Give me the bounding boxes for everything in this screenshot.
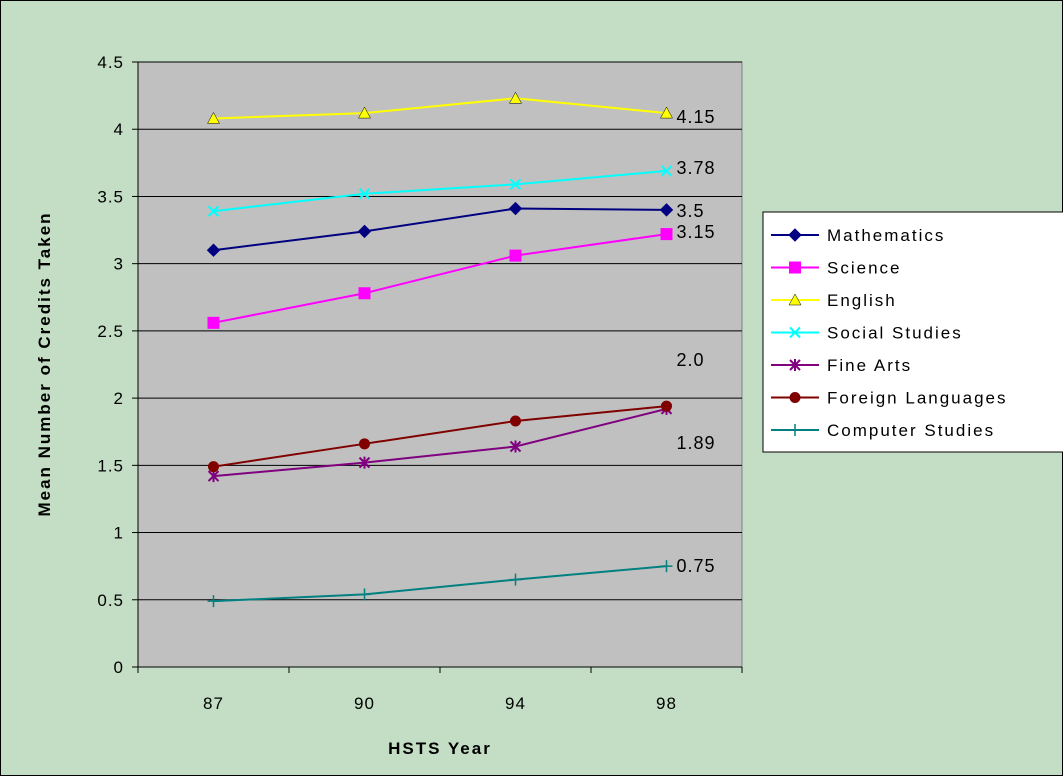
series-line [213,233,667,324]
marker [358,588,371,601]
legend-item: Social Studies [771,324,963,343]
marker [789,261,801,274]
x-axis-title: HSTS Year [388,739,492,758]
legend-item: Science [771,259,901,278]
series-foreign-languages [208,400,672,473]
legend-label: Mathematics [827,226,945,245]
marker [660,560,673,573]
marker [510,415,521,427]
y-axis-title: Mean Number of Credits Taken [35,211,54,516]
marker [509,178,522,191]
legend-item: Mathematics [771,226,945,245]
marker [207,205,220,217]
marker [660,106,673,119]
marker [359,438,370,450]
y-tick-label: 0.5 [97,591,124,610]
marker [788,228,802,242]
legend: Mathematics Science English Social Studies F… [762,211,1063,453]
series-english [207,91,673,124]
marker [660,165,673,177]
data-labels: 3.53.15 4.15 3.78 1.89 2.0 0.75 [677,107,716,576]
y-tick-label: 1.5 [97,456,124,475]
series-line [213,407,667,478]
series-line [213,207,667,252]
marker [207,595,220,608]
marker [358,188,371,200]
axes: 0 0.5 1 1.5 2 2.5 3 3.5 4 4.5 87 90 94 98 [97,53,743,713]
series-line [213,169,667,213]
series-computer-studies [207,560,673,608]
plot-area [137,61,743,668]
y-tick-label: 3 [114,255,124,274]
y-tick-label: 2.5 [97,322,124,341]
data-label: 3.78 [677,158,716,178]
x-tick-label: 90 [354,694,375,713]
marker [789,424,801,436]
marker [358,456,371,469]
data-label: 4.15 [677,107,716,127]
data-label: 2.0 [677,350,705,370]
x-tick-label: 98 [656,694,677,713]
marker [358,106,371,119]
series-lines [206,91,674,608]
marker [509,91,522,104]
y-tick-label: 0 [114,658,124,677]
legend-label: Fine Arts [827,356,912,375]
legend-item: Foreign Languages [771,389,1008,408]
marker [509,249,522,262]
y-tick-label: 2 [114,389,124,408]
marker [789,392,801,403]
series-mathematics [206,201,674,257]
legend-item: Computer Studies [771,421,995,440]
gridlines [138,61,742,601]
legend-item: Fine Arts [771,356,912,375]
legend-label: Science [827,259,901,278]
y-tick-label: 4.5 [97,53,124,72]
series-line [213,405,667,468]
x-tick-label: 94 [505,694,526,713]
legend-item: English [771,291,897,310]
data-label: 0.75 [677,556,716,576]
marker [661,400,672,412]
marker [788,293,802,306]
marker [789,326,801,339]
y-tick-label: 1 [114,524,124,543]
legend-label: Foreign Languages [827,389,1008,408]
y-tick-label: 4 [114,120,124,139]
data-label: 3.15 [677,222,716,242]
marker [357,224,372,239]
series-social-studies [207,165,673,217]
marker [789,359,801,371]
y-tick-label: 3.5 [97,187,124,206]
x-tick-label: 87 [203,694,224,713]
legend-label: Computer Studies [827,421,995,440]
legend-label: Social Studies [827,324,963,343]
marker [208,461,219,473]
marker [207,316,220,329]
marker [206,243,221,257]
marker [509,573,522,586]
marker [509,440,522,453]
series-line [213,97,667,120]
marker [358,287,371,300]
series-science [207,228,673,329]
marker [508,201,523,216]
marker [207,111,220,124]
data-label: 1.89 [677,433,716,453]
data-label: 3.5 [677,201,705,221]
marker [659,203,674,217]
series-line [213,565,667,603]
legend-label: English [827,291,897,310]
marker [660,228,673,241]
